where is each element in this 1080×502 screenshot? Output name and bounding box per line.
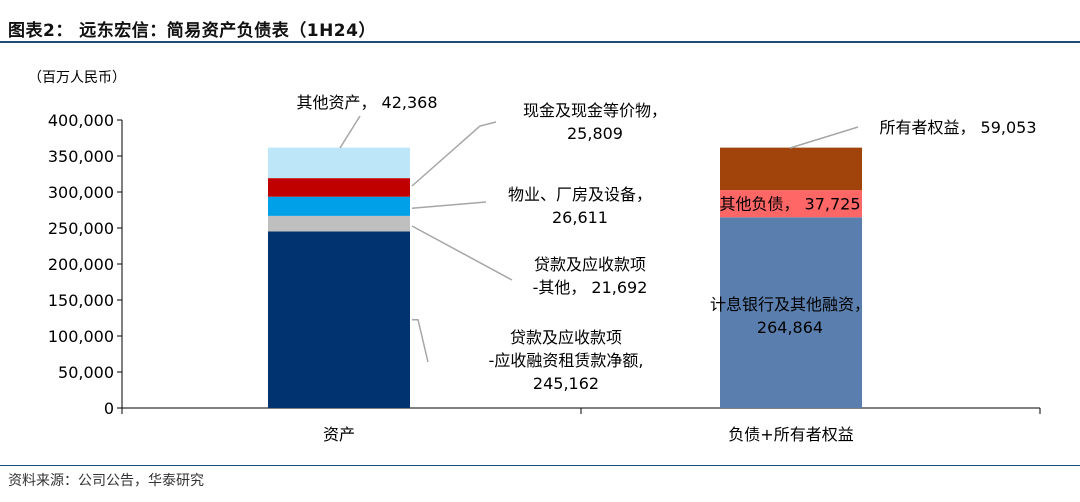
unit-label: （百万人民币）	[28, 70, 126, 86]
leader-line	[339, 115, 361, 149]
y-tick-label: 150,000	[48, 291, 114, 310]
data-label: 所有者权益， 59,053	[879, 118, 1036, 137]
data-label: 物业、厂房及设备，	[508, 185, 652, 204]
leader-line	[411, 201, 487, 210]
x-category-label: 负债+所有者权益	[728, 425, 853, 444]
bar-segment	[268, 231, 410, 408]
y-tick-label: 400,000	[48, 111, 114, 130]
bar-segment	[720, 217, 862, 408]
y-tick-label: 250,000	[48, 219, 114, 238]
y-tick-label: 0	[104, 399, 114, 418]
x-category-label: 资产	[323, 425, 355, 444]
data-label: 其他资产， 42,368	[296, 93, 437, 112]
data-label: -其他， 21,692	[533, 278, 648, 297]
data-label: 贷款及应收款项	[534, 255, 646, 274]
leader-line	[411, 121, 497, 187]
chart-title: 图表2： 远东宏信：简易资产负债表（1H24）	[8, 21, 376, 41]
y-tick-label: 350,000	[48, 147, 114, 166]
leader-line	[411, 225, 513, 281]
data-label: 26,611	[552, 208, 608, 227]
y-tick-label: 100,000	[48, 327, 114, 346]
bar-segment	[720, 190, 862, 218]
bar-segment	[268, 147, 410, 179]
y-tick-label: 300,000	[48, 183, 114, 202]
footer-divider	[0, 465, 1080, 466]
chart-header: 图表2： 远东宏信：简易资产负债表（1H24）	[0, 0, 1080, 44]
y-tick-label: 200,000	[48, 255, 114, 274]
source-note: 资料来源：公司公告，华泰研究	[8, 473, 204, 489]
data-label: 245,162	[533, 374, 599, 393]
data-label: 贷款及应收款项	[510, 328, 622, 347]
bar-segment	[720, 147, 862, 191]
data-label: 25,809	[567, 124, 623, 143]
bar-segment	[268, 215, 410, 232]
data-label: 现金及现金等价物，	[523, 101, 667, 120]
balance-sheet-chart: （百万人民币） 0 50,000 100,000 150,000 200,000 250,0…	[28, 70, 1041, 444]
bar-segment	[268, 178, 410, 197]
leader-line	[789, 126, 859, 149]
y-tick-label: 50,000	[58, 363, 114, 382]
bar-segment	[268, 196, 410, 216]
data-label: 其他负债， 37,725	[719, 195, 860, 214]
data-label: -应收融资租赁款净额,	[489, 351, 644, 370]
leader-line	[412, 318, 429, 363]
data-label: 计息银行及其他融资，	[710, 295, 870, 314]
data-label: 264,864	[757, 318, 823, 337]
title-divider	[0, 41, 1080, 43]
